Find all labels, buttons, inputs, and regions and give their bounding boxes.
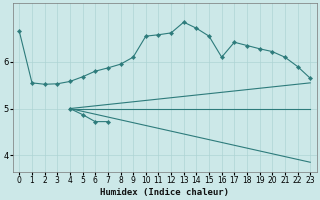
X-axis label: Humidex (Indice chaleur): Humidex (Indice chaleur) <box>100 188 229 197</box>
